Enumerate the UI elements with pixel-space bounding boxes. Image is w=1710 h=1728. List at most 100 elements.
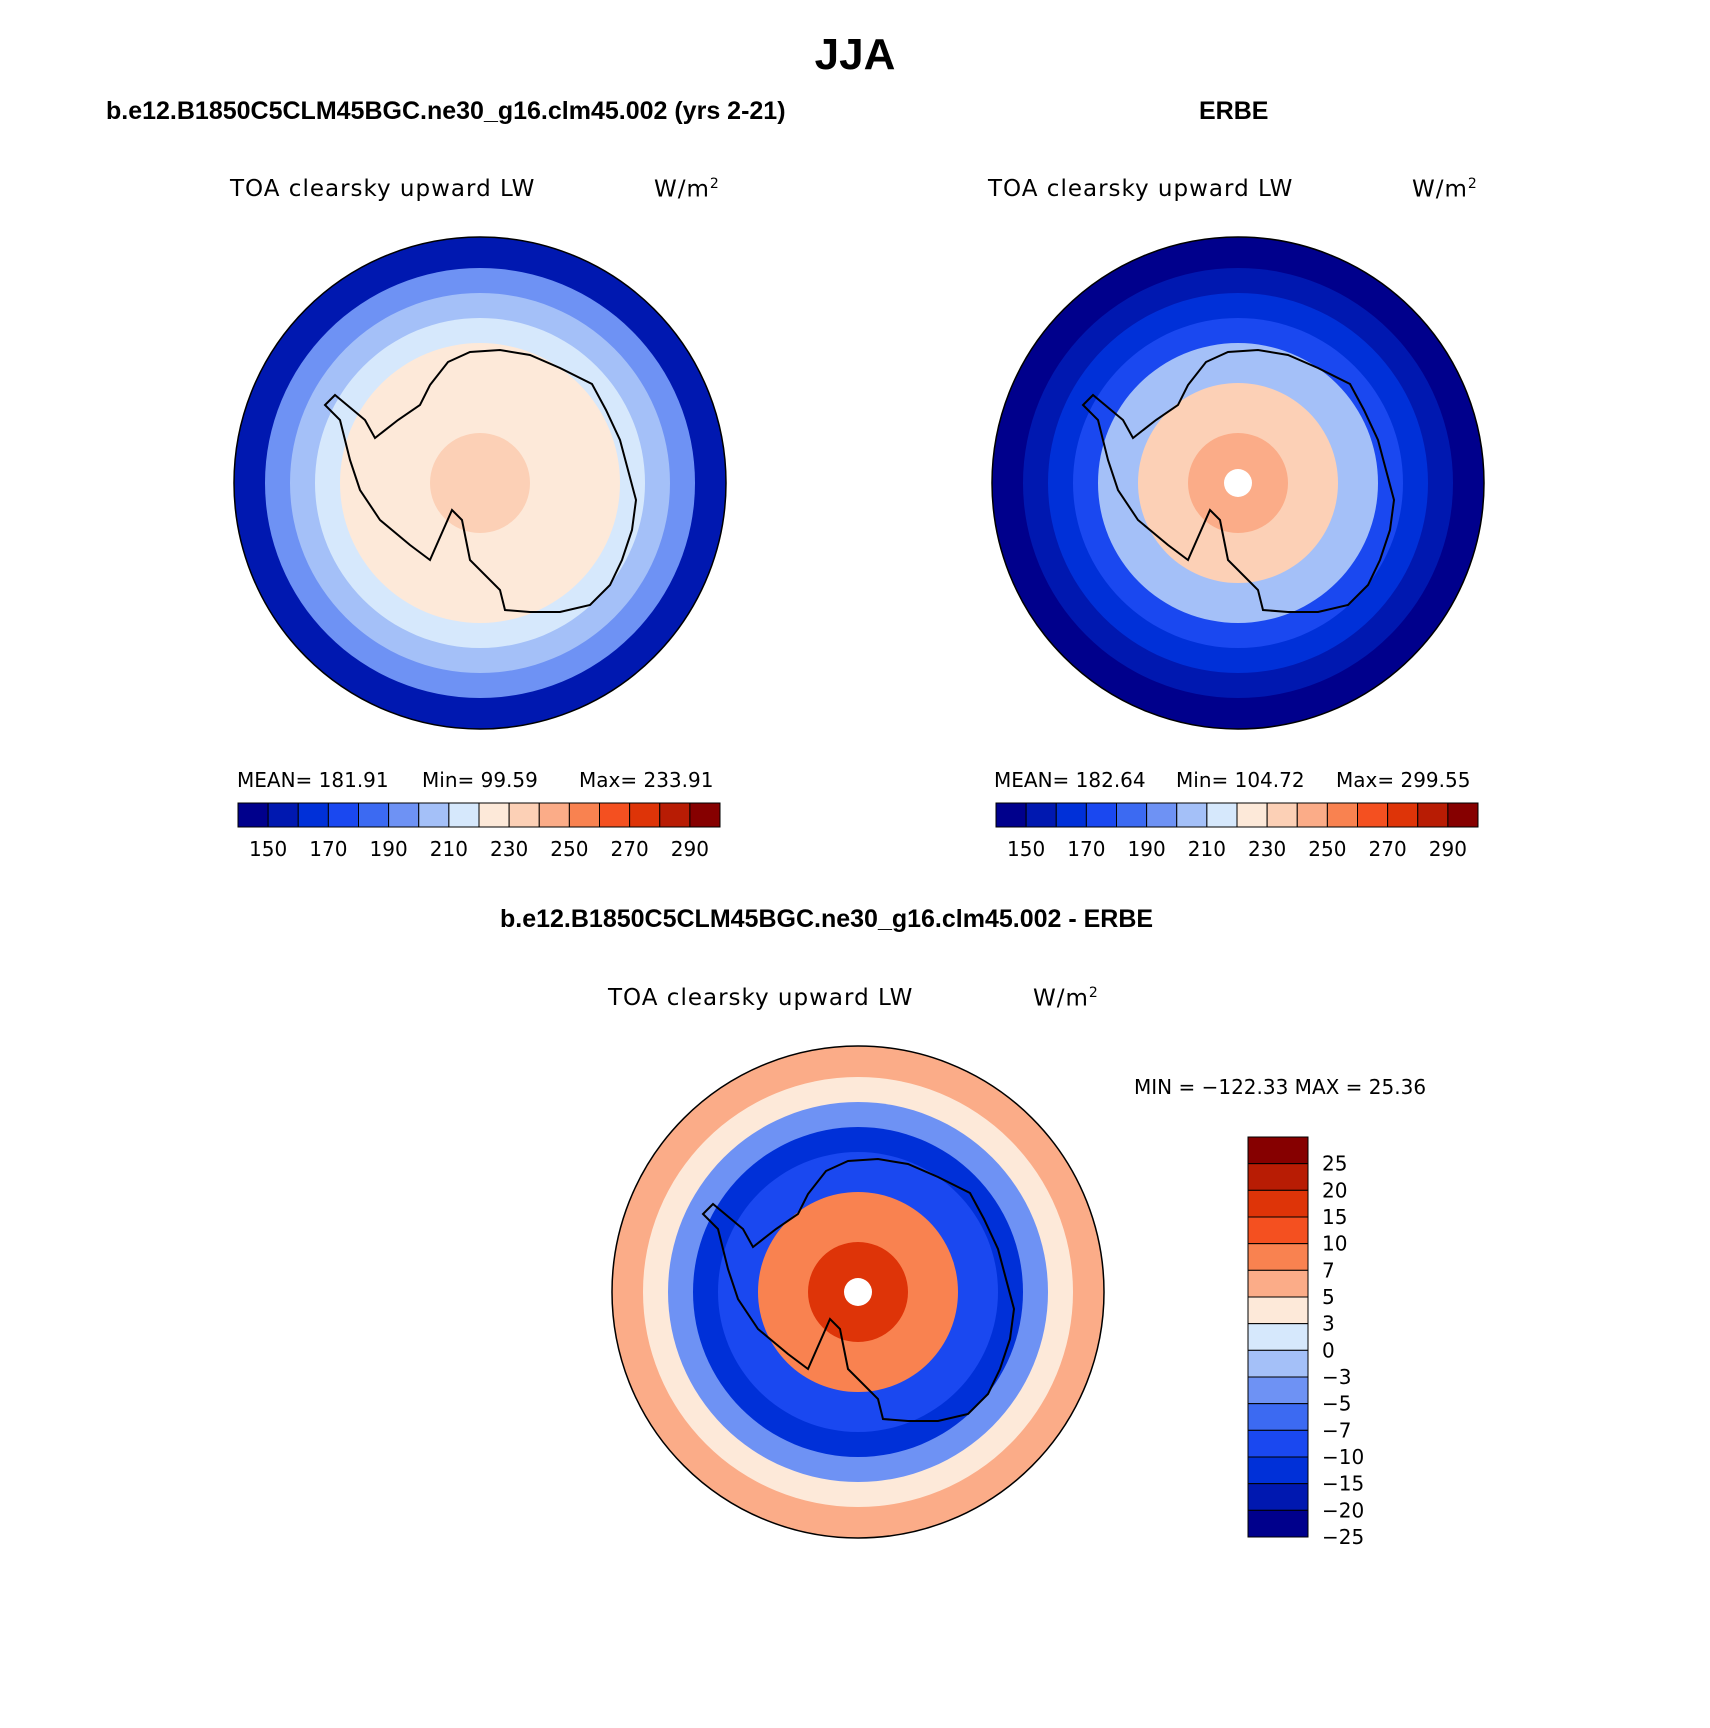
colorbar-box <box>1296 802 1328 828</box>
figure-title: JJA <box>814 30 896 79</box>
colorbar-box <box>297 802 329 828</box>
colorbar-tick-label: −25 <box>1322 1525 1364 1549</box>
model-max-stat: Max= 233.91 <box>579 768 714 792</box>
colorbar-box <box>418 802 450 828</box>
colorbar-tick-label: −20 <box>1322 1498 1364 1522</box>
colorbar-box <box>1387 802 1419 828</box>
colorbar-tick-label: −3 <box>1322 1365 1351 1389</box>
colorbar-box <box>1447 802 1479 828</box>
model-min-stat: Min= 99.59 <box>422 768 538 792</box>
diff-minmax-stat: MIN = −122.33 MAX = 25.36 <box>1134 1075 1427 1099</box>
antarctica-coastline <box>1081 348 1396 613</box>
antarctica-coastline <box>701 1157 1016 1422</box>
colorbar-box <box>1247 1509 1309 1538</box>
colorbar-box <box>1176 802 1208 828</box>
obs-units-label: W/m2 <box>1412 176 1478 203</box>
model-units-label: W/m2 <box>654 176 720 203</box>
model-panel-heading: b.e12.B1850C5CLM45BGC.ne30_g16.clm45.002… <box>106 97 786 125</box>
colorbar-tick-label: 170 <box>1067 837 1105 861</box>
colorbar-tick-label: 7 <box>1322 1258 1335 1282</box>
colorbar-box <box>1357 802 1389 828</box>
colorbar-tick-label: 150 <box>249 837 287 861</box>
colorbar-box <box>1417 802 1449 828</box>
colorbar-tick-label: 190 <box>1128 837 1166 861</box>
colorbar-tick-label: 170 <box>309 837 347 861</box>
obs-max-stat: Max= 299.55 <box>1336 768 1471 792</box>
colorbar-box <box>1247 1323 1309 1351</box>
colorbar-box <box>1247 1216 1309 1245</box>
colorbar-box <box>478 802 510 828</box>
colorbar-box <box>1146 802 1178 828</box>
colorbar-box <box>508 802 540 828</box>
colorbar-tick-label: 3 <box>1322 1312 1335 1336</box>
model-mean-stat: MEAN= 181.91 <box>237 768 389 792</box>
colorbar-box <box>267 802 299 828</box>
colorbar-tick-label: 15 <box>1322 1205 1347 1229</box>
contour-band <box>430 433 530 533</box>
colorbar-box <box>1247 1376 1309 1405</box>
colorbar-box <box>568 802 600 828</box>
obs-variable-label: TOA clearsky upward LW <box>988 176 1294 202</box>
colorbar-box <box>1266 802 1298 828</box>
colorbar-tick-label: 270 <box>611 837 649 861</box>
colorbar-tick-label: 230 <box>1248 837 1286 861</box>
colorbar-tick-label: −10 <box>1322 1445 1364 1469</box>
colorbar-box <box>1247 1403 1309 1431</box>
colorbar-box <box>1247 1189 1309 1218</box>
diff-panel-heading: b.e12.B1850C5CLM45BGC.ne30_g16.clm45.002… <box>500 905 1154 933</box>
colorbar-box <box>995 802 1027 828</box>
colorbar-tick-label: 290 <box>1429 837 1467 861</box>
colorbar-tick-label: 5 <box>1322 1285 1335 1309</box>
colorbar-tick-label: 290 <box>671 837 709 861</box>
obs-panel-heading: ERBE <box>1199 97 1269 125</box>
colorbar-box <box>689 802 721 828</box>
colorbar-box <box>1236 802 1268 828</box>
colorbar-tick-label: 250 <box>1308 837 1346 861</box>
colorbar-tick-label: 210 <box>1188 837 1226 861</box>
colorbar-box <box>1247 1163 1309 1191</box>
colorbar-box <box>327 802 359 828</box>
model-colorbar: 150 170 190 210 230 250 270 290 <box>237 802 721 861</box>
colorbar-box <box>629 802 661 828</box>
colorbar-tick-label: 250 <box>550 837 588 861</box>
colorbar-box <box>659 802 691 828</box>
antarctica-coastline <box>323 348 638 613</box>
model-polar-map <box>233 236 727 730</box>
colorbar-tick-label: 210 <box>430 837 468 861</box>
colorbar-box <box>358 802 390 828</box>
colorbar-tick-label: 0 <box>1322 1338 1335 1362</box>
colorbar-tick-label: 190 <box>370 837 408 861</box>
colorbar-box <box>1116 802 1148 828</box>
colorbar-box <box>1247 1243 1309 1271</box>
colorbar-tick-label: 150 <box>1007 837 1045 861</box>
diff-units-label: W/m2 <box>1033 985 1099 1012</box>
obs-mean-stat: MEAN= 182.64 <box>994 768 1146 792</box>
diff-polar-map <box>611 1045 1105 1539</box>
diff-variable-label: TOA clearsky upward LW <box>608 985 914 1011</box>
obs-min-stat: Min= 104.72 <box>1176 768 1305 792</box>
colorbar-tick-label: −15 <box>1322 1472 1364 1496</box>
colorbar-box <box>599 802 631 828</box>
colorbar-box <box>1247 1456 1309 1485</box>
colorbar-tick-label: 10 <box>1322 1232 1347 1256</box>
colorbar-box <box>1247 1483 1309 1511</box>
colorbar-box <box>1055 802 1087 828</box>
colorbar-tick-label: −7 <box>1322 1418 1351 1442</box>
missing-data-pole <box>1224 469 1252 497</box>
missing-data-pole <box>844 1278 872 1306</box>
colorbar-box <box>1247 1136 1309 1165</box>
colorbar-box <box>237 802 269 828</box>
colorbar-box <box>1085 802 1117 828</box>
colorbar-box <box>1247 1349 1309 1378</box>
colorbar-box <box>1247 1429 1309 1458</box>
obs-colorbar: 150 170 190 210 230 250 270 290 <box>995 802 1479 861</box>
model-variable-label: TOA clearsky upward LW <box>230 176 536 202</box>
colorbar-box <box>538 802 570 828</box>
colorbar-box <box>1206 802 1238 828</box>
colorbar-box <box>1247 1296 1309 1325</box>
colorbar-tick-label: 20 <box>1322 1178 1347 1202</box>
colorbar-box <box>1025 802 1057 828</box>
colorbar-box <box>448 802 480 828</box>
colorbar-tick-label: 25 <box>1322 1152 1347 1176</box>
